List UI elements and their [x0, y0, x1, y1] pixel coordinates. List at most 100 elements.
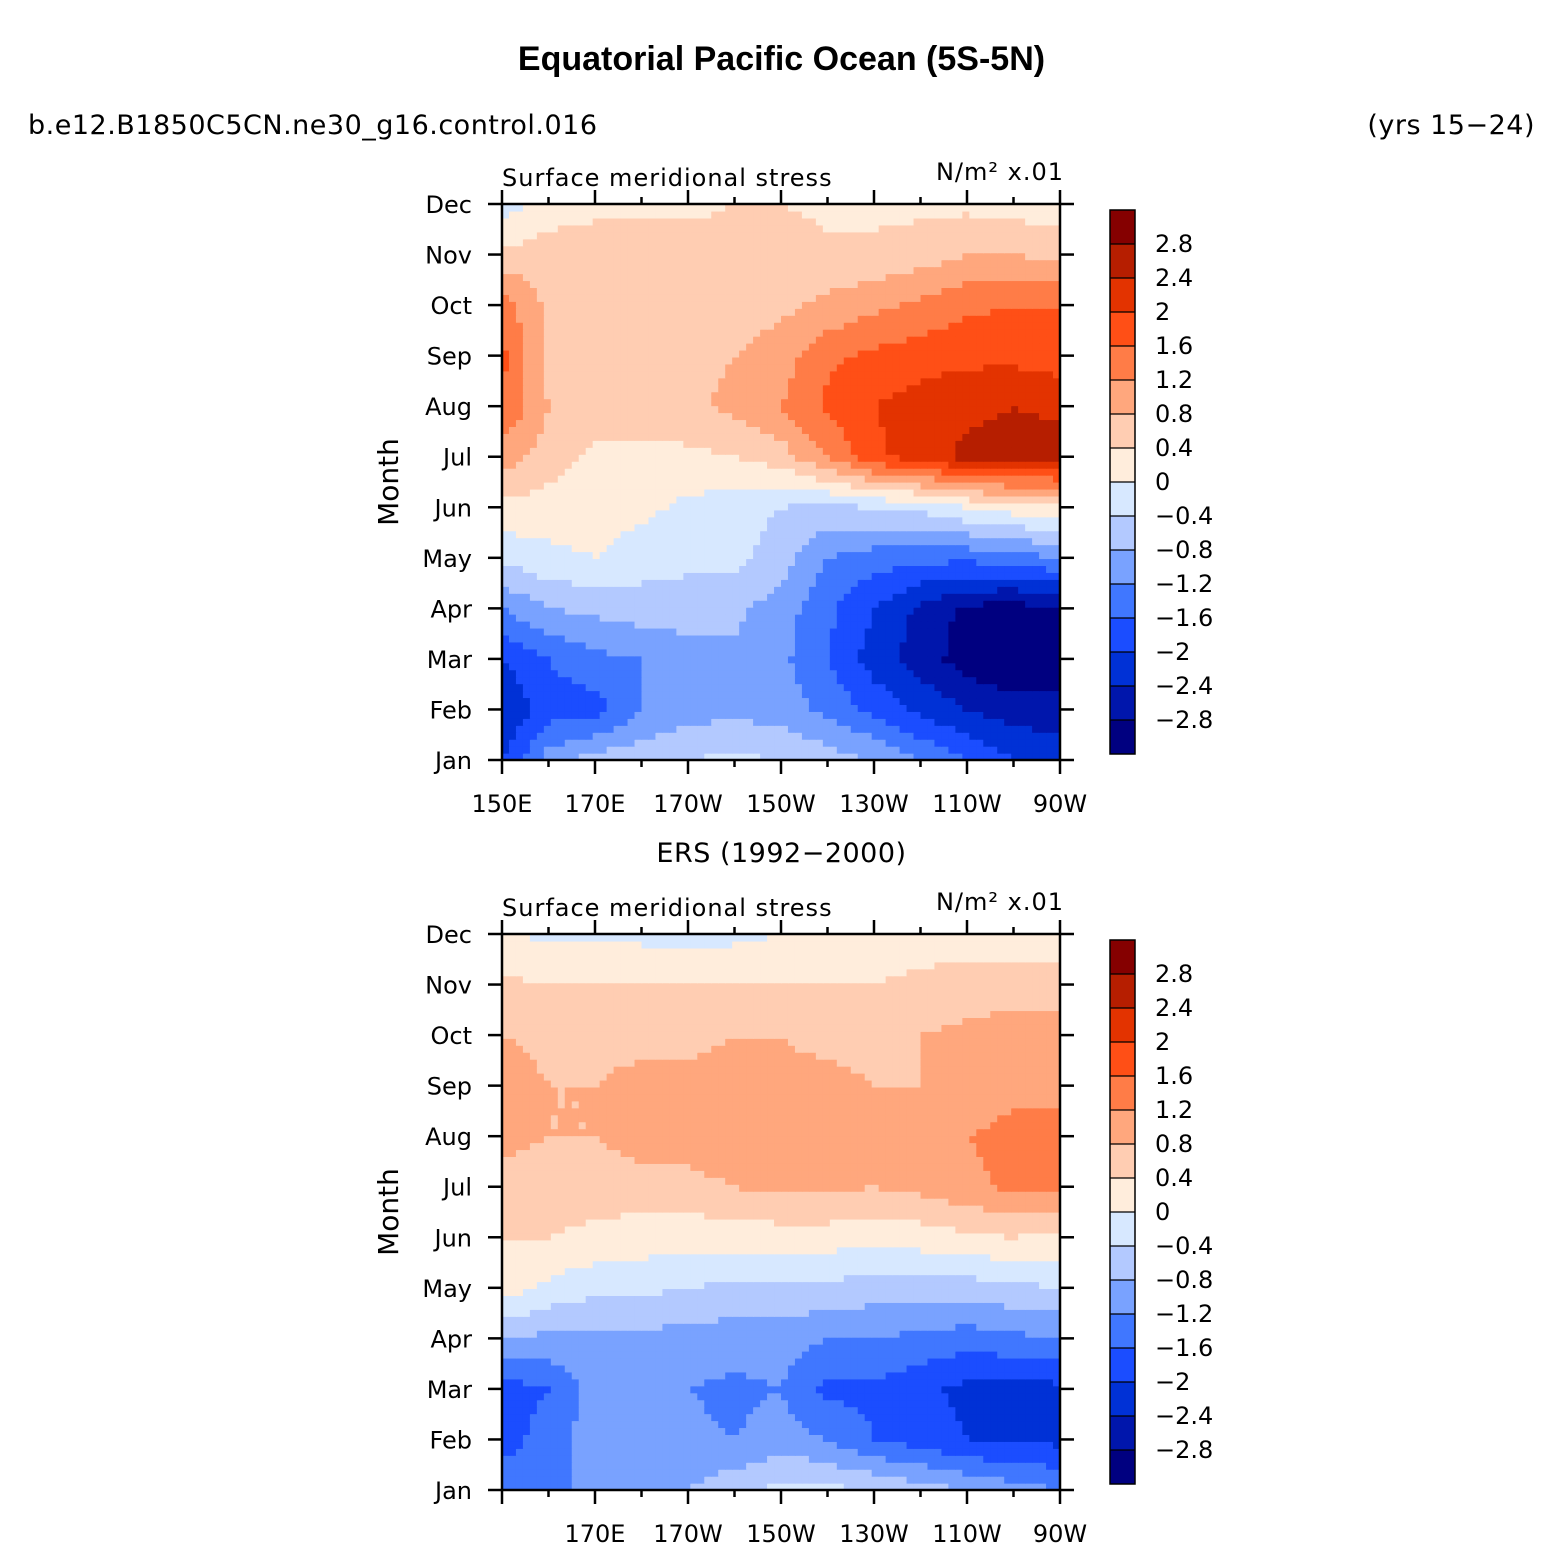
heatmap-cell — [592, 488, 601, 497]
heatmap-cell — [836, 565, 845, 573]
heatmap-cell — [627, 363, 636, 372]
heatmap-cell — [634, 732, 643, 740]
heatmap-cell — [571, 398, 580, 407]
heatmap-cell — [502, 655, 510, 664]
heatmap-cell — [620, 475, 629, 483]
heatmap-cell — [550, 704, 559, 712]
heatmap-cell — [927, 662, 936, 671]
heatmap-cell — [522, 530, 531, 539]
heatmap-cell — [760, 732, 768, 740]
heatmap-cell — [550, 718, 559, 726]
heatmap-cell — [578, 391, 587, 400]
heatmap-cell — [536, 509, 545, 518]
heatmap-cell — [864, 558, 873, 566]
heatmap-cell — [1046, 627, 1054, 636]
heatmap-cell — [739, 468, 747, 476]
heatmap-cell — [864, 718, 873, 726]
heatmap-cell — [557, 614, 566, 622]
heatmap-cell — [836, 343, 845, 351]
heatmap-cell — [767, 697, 775, 705]
heatmap-cell — [899, 753, 908, 761]
heatmap-cell — [648, 363, 657, 372]
heatmap-cell — [976, 634, 984, 643]
heatmap-cell — [641, 516, 650, 525]
heatmap-cell — [857, 343, 866, 351]
heatmap-cell — [599, 690, 608, 699]
heatmap-cell — [1046, 725, 1054, 733]
heatmap-cell — [808, 356, 817, 365]
heatmap-cell — [704, 523, 712, 532]
heatmap-cell — [550, 600, 559, 608]
heatmap-cell — [718, 370, 726, 379]
heatmap-cell — [578, 697, 587, 705]
heatmap-cell — [850, 544, 859, 553]
heatmap-cell — [781, 753, 789, 761]
heatmap-cell — [739, 461, 747, 469]
heatmap-cell — [794, 405, 803, 414]
heatmap-cell — [794, 746, 803, 754]
heatmap-cell — [697, 447, 705, 455]
heatmap-cell — [550, 732, 559, 740]
heatmap-cell — [662, 398, 670, 407]
heatmap-cell — [843, 551, 852, 560]
heatmap-cell — [599, 356, 608, 365]
heatmap-cell — [969, 336, 977, 344]
heatmap-cell — [634, 739, 643, 747]
heatmap-cell — [969, 704, 977, 712]
heatmap-cell — [899, 329, 908, 337]
heatmap-cell — [543, 440, 552, 448]
heatmap-cell — [613, 370, 622, 379]
heatmap-cell — [564, 641, 573, 650]
heatmap-cell — [564, 405, 573, 414]
heatmap-cell — [913, 343, 922, 351]
heatmap-cell — [502, 509, 510, 518]
heatmap-cell — [948, 746, 956, 754]
heatmap-cell — [913, 544, 922, 553]
heatmap-cell — [599, 419, 608, 427]
heatmap-cell — [871, 558, 880, 566]
heatmap-cell — [990, 482, 998, 490]
heatmap-cell — [571, 551, 580, 560]
heatmap-cell — [571, 488, 580, 497]
heatmap-cell — [1018, 461, 1026, 469]
heatmap-cell — [662, 634, 670, 643]
heatmap-cell — [599, 551, 608, 560]
heatmap-cell — [571, 363, 580, 372]
heatmap-cell — [781, 488, 789, 497]
heatmap-cell — [948, 482, 956, 490]
heatmap-cell — [787, 648, 796, 657]
heatmap-cell — [502, 502, 510, 511]
heatmap-cell — [732, 502, 740, 511]
heatmap-cell — [948, 370, 956, 379]
heatmap-cell — [655, 447, 664, 455]
heatmap-cell — [1025, 377, 1033, 386]
heatmap-cell — [641, 690, 650, 699]
heatmap-cell — [899, 440, 908, 448]
heatmap-cell — [767, 509, 775, 518]
heatmap-cell — [843, 565, 852, 573]
heatmap-cell — [941, 523, 949, 532]
heatmap-cell — [648, 356, 657, 365]
heatmap-cell — [732, 676, 740, 685]
heatmap-cell — [627, 475, 636, 483]
heatmap-cell — [934, 732, 943, 740]
heatmap-cell — [690, 419, 698, 427]
heatmap-cell — [543, 711, 552, 719]
heatmap-cell — [836, 704, 845, 712]
heatmap-cell — [774, 461, 782, 469]
heatmap-cell — [976, 704, 984, 712]
heatmap-cell — [969, 641, 977, 650]
heatmap-cell — [732, 440, 740, 448]
heatmap-cell — [808, 475, 817, 483]
heatmap-cell — [718, 718, 726, 726]
heatmap-cell — [697, 461, 705, 469]
heatmap-cell — [634, 377, 643, 386]
heatmap-cell — [522, 572, 531, 580]
heatmap-cell — [606, 711, 615, 719]
heatmap-cell — [578, 669, 587, 678]
heatmap-cell — [808, 384, 817, 393]
heatmap-cell — [997, 537, 1005, 546]
heatmap-cell — [613, 426, 622, 434]
heatmap-cell — [899, 502, 908, 511]
heatmap-cell — [1018, 426, 1026, 434]
